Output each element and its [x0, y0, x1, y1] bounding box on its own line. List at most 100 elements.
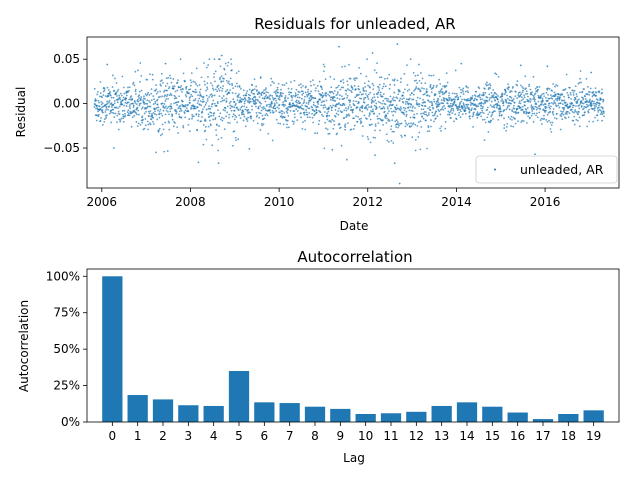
residual-point — [347, 122, 349, 124]
residual-point — [146, 93, 149, 96]
residual-point — [189, 102, 191, 104]
residual-point — [223, 99, 226, 101]
residual-point — [205, 89, 207, 92]
residual-point — [366, 108, 369, 111]
residual-point — [228, 116, 230, 119]
residual-point — [430, 91, 433, 94]
residual-point — [549, 121, 552, 124]
residual-point — [374, 136, 377, 139]
residual-point — [197, 100, 200, 102]
residual-point — [571, 110, 574, 113]
residual-point — [348, 101, 351, 104]
residual-point — [307, 101, 310, 104]
residual-point — [363, 82, 366, 85]
residual-point — [104, 111, 107, 113]
residual-point — [102, 111, 104, 114]
residual-point — [130, 95, 133, 98]
residual-point — [136, 125, 139, 128]
residual-point — [213, 94, 216, 97]
residual-point — [222, 117, 225, 120]
residual-point — [310, 94, 313, 97]
residual-point — [590, 104, 593, 107]
residual-point — [324, 106, 327, 109]
residual-point — [107, 95, 110, 98]
residual-point — [276, 106, 279, 109]
residual-point — [250, 91, 253, 94]
residual-point — [504, 90, 507, 93]
residual-point — [133, 100, 136, 103]
residual-point — [255, 115, 258, 118]
autocorrelation-bar — [482, 406, 503, 422]
residual-point — [583, 114, 586, 116]
residual-point — [442, 85, 444, 88]
residual-point — [150, 99, 153, 102]
residual-point — [170, 81, 173, 84]
residual-point — [595, 103, 598, 106]
residual-point — [576, 95, 578, 98]
residual-point — [291, 99, 293, 102]
residual-point — [182, 72, 185, 75]
residual-point — [487, 130, 490, 133]
residual-point — [399, 81, 402, 83]
residual-point — [306, 113, 309, 116]
residual-point — [263, 92, 266, 95]
residual-point — [303, 95, 306, 98]
residual-point — [254, 96, 257, 99]
residual-point — [278, 107, 280, 110]
residual-point — [427, 100, 430, 102]
residual-point — [339, 88, 342, 91]
residual-point — [469, 117, 471, 120]
residual-point — [164, 94, 166, 96]
residual-point — [204, 118, 207, 121]
residual-point — [308, 112, 311, 114]
residual-point — [271, 95, 274, 97]
residual-point — [482, 91, 485, 94]
residual-point — [373, 69, 376, 72]
residual-point — [212, 114, 215, 117]
residual-point — [441, 108, 443, 110]
residual-point — [260, 123, 263, 125]
residual-point — [394, 99, 396, 102]
residual-point — [345, 93, 347, 95]
residual-point — [269, 94, 272, 97]
residual-point — [217, 84, 220, 87]
y-tick-label: 50% — [53, 342, 80, 356]
residual-point — [359, 109, 361, 112]
residual-point — [108, 112, 111, 115]
residual-point — [124, 101, 127, 104]
residual-point — [556, 97, 559, 100]
residual-point — [374, 123, 377, 126]
residual-point — [538, 104, 541, 107]
residual-point — [253, 93, 256, 95]
residual-point — [188, 130, 191, 133]
residual-point — [171, 115, 174, 118]
residual-point — [264, 114, 267, 117]
residual-point — [250, 115, 253, 118]
residual-point — [413, 79, 416, 82]
residual-point — [222, 85, 225, 87]
residual-point — [331, 91, 334, 93]
residual-point — [124, 115, 127, 117]
residual-point — [588, 108, 590, 111]
residual-point — [344, 65, 346, 68]
residual-point — [534, 92, 537, 95]
residual-point — [210, 111, 213, 114]
residual-point — [169, 74, 171, 77]
residual-point — [157, 130, 160, 133]
residual-point — [416, 125, 419, 127]
residual-point — [386, 77, 389, 80]
residual-point — [137, 100, 140, 103]
residual-point — [547, 87, 550, 90]
residual-point — [234, 104, 237, 107]
residual-point — [322, 104, 325, 107]
residual-point — [338, 98, 341, 101]
residual-point — [413, 89, 415, 92]
residual-point — [524, 75, 527, 78]
residual-point — [445, 72, 448, 75]
residual-point — [354, 96, 357, 99]
residual-point — [287, 105, 290, 108]
residual-point — [165, 109, 168, 112]
residual-point — [367, 80, 370, 83]
autocorrelation-x-ticks: 0 1 2 3 4 5 6 7 8 9 10 11 12 13 14 15 16 17 18 19 — [109, 422, 601, 443]
residual-point — [540, 117, 543, 120]
